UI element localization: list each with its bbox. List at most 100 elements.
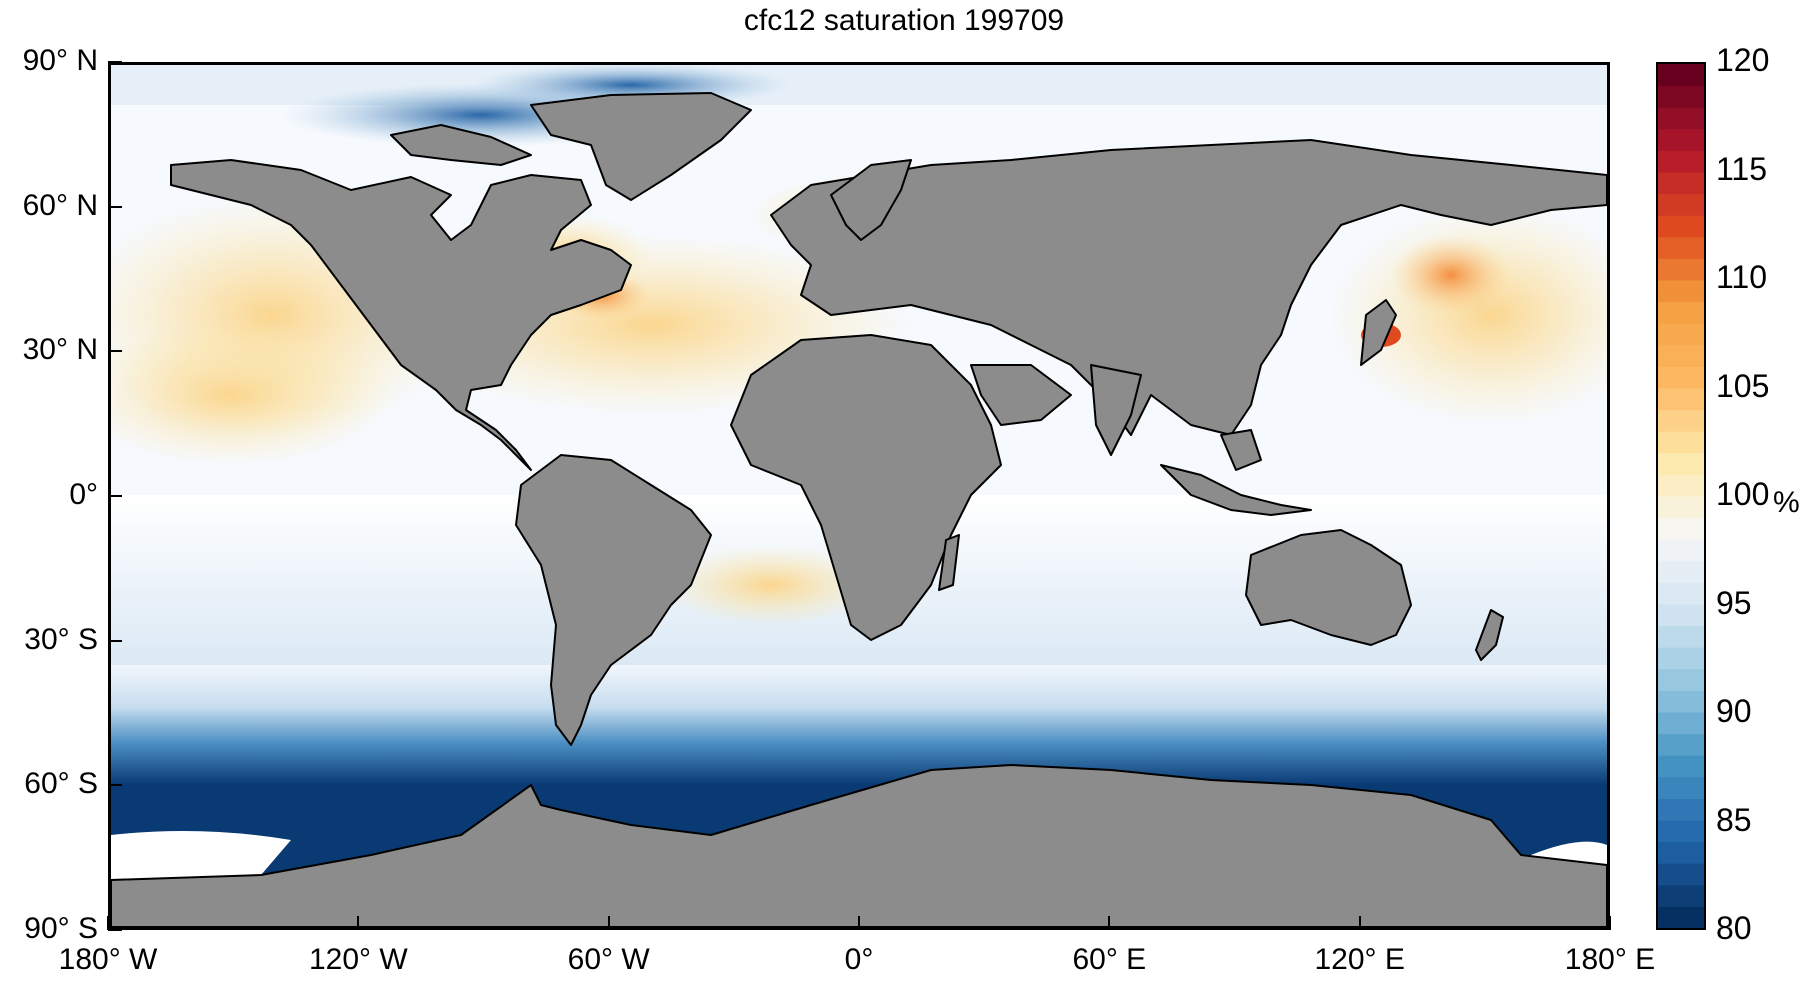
colorbar-step xyxy=(1658,798,1704,821)
land-greenland xyxy=(530,92,752,201)
land-japan xyxy=(1360,299,1397,366)
colorbar-tick-label: 100 xyxy=(1716,476,1770,512)
colorbar-tick-label: 95 xyxy=(1716,584,1752,621)
colorbar-step xyxy=(1658,388,1704,411)
land-africa xyxy=(730,334,1002,641)
lat-tick-label: 30° S xyxy=(24,622,98,656)
colorbar-step xyxy=(1658,906,1704,928)
map-title: cfc12 saturation 199709 xyxy=(743,4,1065,37)
colorbar-step xyxy=(1658,820,1704,843)
lat-tick-mark xyxy=(108,495,122,497)
colorbar-step xyxy=(1658,517,1704,540)
land-masses xyxy=(111,92,1607,927)
lat-tick-mark xyxy=(108,61,122,63)
land-arabia xyxy=(970,364,1072,426)
colorbar-step xyxy=(1658,301,1704,324)
colorbar-step xyxy=(1658,366,1704,389)
lon-tick-mark xyxy=(1108,916,1111,930)
colorbar-step xyxy=(1658,431,1704,454)
lat-tick-label: 30° N xyxy=(22,333,98,367)
colorbar-tick-label: 110 xyxy=(1716,259,1768,295)
colorbar-step xyxy=(1658,64,1704,87)
colorbar-step xyxy=(1658,776,1704,799)
colorbar-step xyxy=(1658,172,1704,195)
colorbar-step xyxy=(1658,474,1704,497)
colorbar xyxy=(1656,62,1706,930)
lon-tick-label: 180° W xyxy=(58,943,158,976)
land-north-america xyxy=(170,159,632,471)
lat-tick-mark xyxy=(108,639,122,642)
colorbar-tick-label: 90 xyxy=(1716,693,1752,729)
colorbar-step xyxy=(1658,85,1704,108)
land-australia xyxy=(1245,529,1412,646)
lat-tick-mark xyxy=(108,350,122,353)
colorbar-step xyxy=(1658,344,1704,367)
colorbar-step xyxy=(1658,452,1704,475)
colorbar-step xyxy=(1658,280,1704,303)
colorbar-step xyxy=(1658,409,1704,432)
colorbar-gradient xyxy=(1658,64,1704,928)
colorbar-step xyxy=(1658,323,1704,346)
world-map xyxy=(111,65,1607,927)
lat-tick-mark xyxy=(108,205,122,208)
lon-tick-mark xyxy=(858,916,860,930)
colorbar-step xyxy=(1658,668,1704,691)
land-madagascar xyxy=(938,534,960,591)
land-arctic-islands xyxy=(390,124,532,166)
lon-tick-label: 120° W xyxy=(308,943,408,976)
land-eurasia xyxy=(770,139,1607,436)
lat-tick-mark xyxy=(108,929,122,931)
lon-tick-label: 120° E xyxy=(1314,943,1405,976)
land-indonesia xyxy=(1160,464,1312,516)
lon-tick-label: 60° W xyxy=(567,943,650,976)
lat-tick-label: 90° S xyxy=(24,912,98,945)
colorbar-step xyxy=(1658,582,1704,605)
colorbar-step xyxy=(1658,647,1704,670)
colorbar-step xyxy=(1658,107,1704,130)
land-borneo xyxy=(1220,429,1262,471)
colorbar-step xyxy=(1658,150,1704,173)
lat-tick-label: 90° N xyxy=(22,44,98,77)
colorbar-tick-label: 80 xyxy=(1716,910,1752,946)
land-india xyxy=(1090,364,1142,456)
colorbar-tick-label: 105 xyxy=(1716,367,1770,404)
lat-tick-label: 60° S xyxy=(24,767,98,801)
lon-tick-mark xyxy=(107,916,109,930)
map-plot-area xyxy=(108,62,1610,930)
colorbar-step xyxy=(1658,690,1704,713)
colorbar-step xyxy=(1658,884,1704,907)
colorbar-step xyxy=(1658,604,1704,627)
colorbar-step xyxy=(1658,236,1704,259)
land-south-america xyxy=(515,454,712,746)
lon-tick-label: 60° E xyxy=(1072,943,1147,976)
lat-tick-mark xyxy=(108,784,122,787)
colorbar-step xyxy=(1658,733,1704,756)
colorbar-unit: % xyxy=(1773,486,1800,519)
colorbar-step xyxy=(1658,712,1704,735)
land-new-zealand xyxy=(1475,609,1504,661)
colorbar-step xyxy=(1658,496,1704,519)
colorbar-step xyxy=(1658,863,1704,886)
colorbar-tick-label: 85 xyxy=(1716,801,1752,838)
lon-tick-mark xyxy=(607,916,610,930)
lon-tick-mark xyxy=(1609,916,1611,930)
land-scandinavia xyxy=(830,159,912,241)
colorbar-tick-label: 115 xyxy=(1716,150,1768,187)
lon-tick-label: 180° E xyxy=(1564,943,1656,976)
colorbar-tick-label: 120 xyxy=(1716,42,1770,78)
colorbar-step xyxy=(1658,841,1704,864)
colorbar-step xyxy=(1658,128,1704,151)
lon-tick-label: 0° xyxy=(844,943,874,976)
land-antarctica xyxy=(111,764,1607,927)
colorbar-step xyxy=(1658,539,1704,562)
lon-tick-mark xyxy=(1358,916,1361,930)
colorbar-step xyxy=(1658,560,1704,583)
colorbar-step xyxy=(1658,193,1704,216)
lon-tick-mark xyxy=(357,916,360,930)
colorbar-step xyxy=(1658,215,1704,238)
lat-tick-label: 0° xyxy=(69,478,98,511)
colorbar-step xyxy=(1658,625,1704,648)
colorbar-step xyxy=(1658,755,1704,778)
colorbar-step xyxy=(1658,258,1704,281)
lat-tick-label: 60° N xyxy=(22,188,98,222)
